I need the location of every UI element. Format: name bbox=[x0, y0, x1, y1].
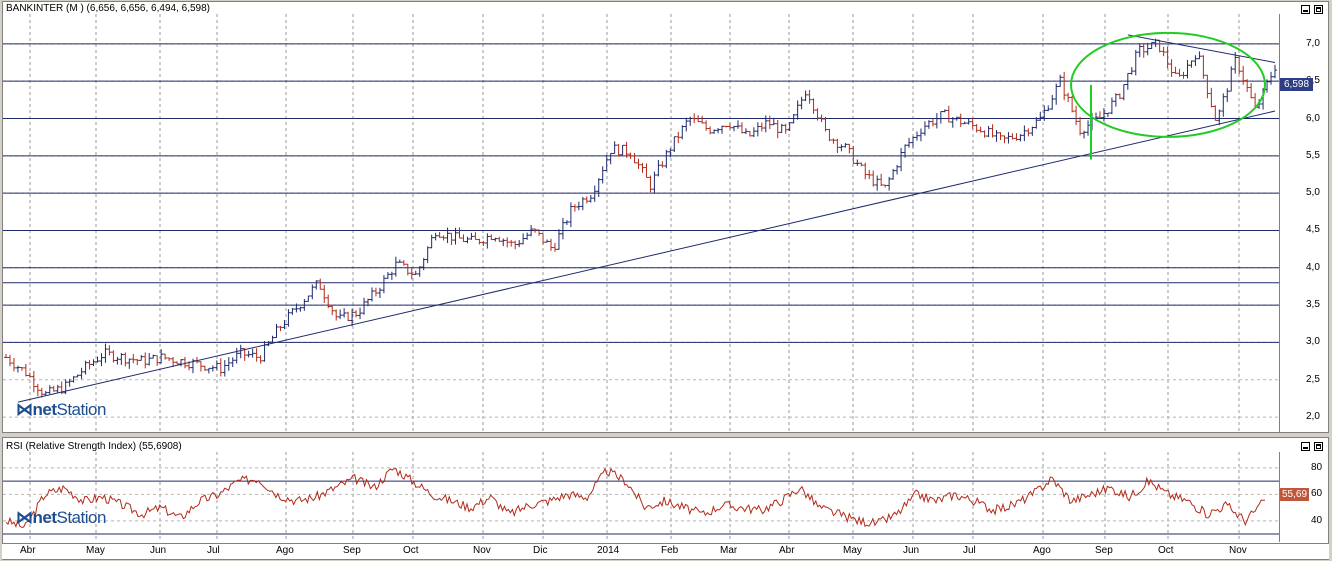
price-last-value: 6,598 bbox=[1283, 79, 1310, 90]
month-label: Mar bbox=[720, 545, 738, 556]
month-label: Oct bbox=[1158, 545, 1174, 556]
price-tick-label: 3,0 bbox=[1306, 336, 1320, 348]
logo-station-text: Station bbox=[56, 508, 107, 527]
month-label: Ago bbox=[276, 545, 294, 556]
month-label: Oct bbox=[403, 545, 419, 556]
rsi-line bbox=[5, 467, 1266, 528]
month-label: Jul bbox=[207, 545, 220, 556]
price-panel-title: BANKINTER (M ) (6,656, 6,656, 6,494, 6,5… bbox=[6, 3, 210, 14]
netstation-logo-price: ⋈netStation bbox=[16, 400, 106, 420]
price-axis bbox=[1279, 14, 1328, 432]
month-label: Sep bbox=[343, 545, 361, 556]
month-label: Jul bbox=[963, 545, 976, 556]
minimize-icon[interactable] bbox=[1301, 5, 1310, 14]
month-label: Nov bbox=[473, 545, 491, 556]
logo-net-text: net bbox=[32, 400, 58, 419]
rsi-tick-label: 60 bbox=[1311, 488, 1323, 500]
rsi-last-tag: 55,69 bbox=[1280, 488, 1309, 501]
rsi-last-value: 55,69 bbox=[1281, 489, 1308, 500]
price-tick-label: 2,0 bbox=[1306, 411, 1320, 423]
price-tick-label: 5,0 bbox=[1306, 187, 1320, 199]
month-label: Nov bbox=[1229, 545, 1247, 556]
highlight-ellipse bbox=[1070, 31, 1266, 138]
month-label: May bbox=[86, 545, 105, 556]
month-label: Sep bbox=[1095, 545, 1113, 556]
month-label: Abr bbox=[779, 545, 795, 556]
month-label: May bbox=[843, 545, 862, 556]
price-last-tag: 6,598 bbox=[1280, 78, 1313, 91]
price-panel: BANKINTER (M ) (6,656, 6,656, 6,494, 6,5… bbox=[2, 1, 1329, 433]
month-label: Feb bbox=[661, 545, 679, 556]
rsi-tick-label: 40 bbox=[1311, 514, 1323, 526]
month-label: Abr bbox=[20, 545, 36, 556]
minimize-icon[interactable] bbox=[1301, 442, 1310, 451]
price-tick-label: 6,0 bbox=[1306, 112, 1320, 124]
price-plot[interactable] bbox=[3, 14, 1279, 432]
price-tick-label: 2,5 bbox=[1306, 373, 1320, 385]
rsi-tick-label: 80 bbox=[1311, 461, 1323, 473]
maximize-icon[interactable] bbox=[1314, 442, 1323, 451]
month-label: Jun bbox=[903, 545, 920, 556]
month-label: Jun bbox=[150, 545, 167, 556]
netstation-logo-icon: ⋈ bbox=[16, 508, 33, 527]
rsi-plot[interactable] bbox=[3, 452, 1279, 542]
rsi-panel-title: RSI (Relative Strength Index) (55,6908) bbox=[6, 441, 182, 452]
month-label: Ago bbox=[1033, 545, 1051, 556]
price-tick-label: 7,0 bbox=[1306, 37, 1320, 49]
price-tick-label: 3,5 bbox=[1306, 299, 1320, 311]
time-axis bbox=[2, 543, 1329, 560]
month-label: 2014 bbox=[597, 545, 620, 556]
logo-net-text: net bbox=[32, 508, 58, 527]
month-label: Dic bbox=[533, 545, 548, 556]
netstation-logo-rsi: ⋈netStation bbox=[16, 508, 106, 528]
uptrend-line bbox=[17, 110, 1276, 403]
price-tick-label: 5,5 bbox=[1306, 149, 1320, 161]
price-tick-label: 4,0 bbox=[1306, 261, 1320, 273]
logo-station-text: Station bbox=[56, 400, 107, 419]
maximize-icon[interactable] bbox=[1314, 5, 1323, 14]
netstation-logo-icon: ⋈ bbox=[16, 400, 33, 419]
price-tick-label: 4,5 bbox=[1306, 224, 1320, 236]
